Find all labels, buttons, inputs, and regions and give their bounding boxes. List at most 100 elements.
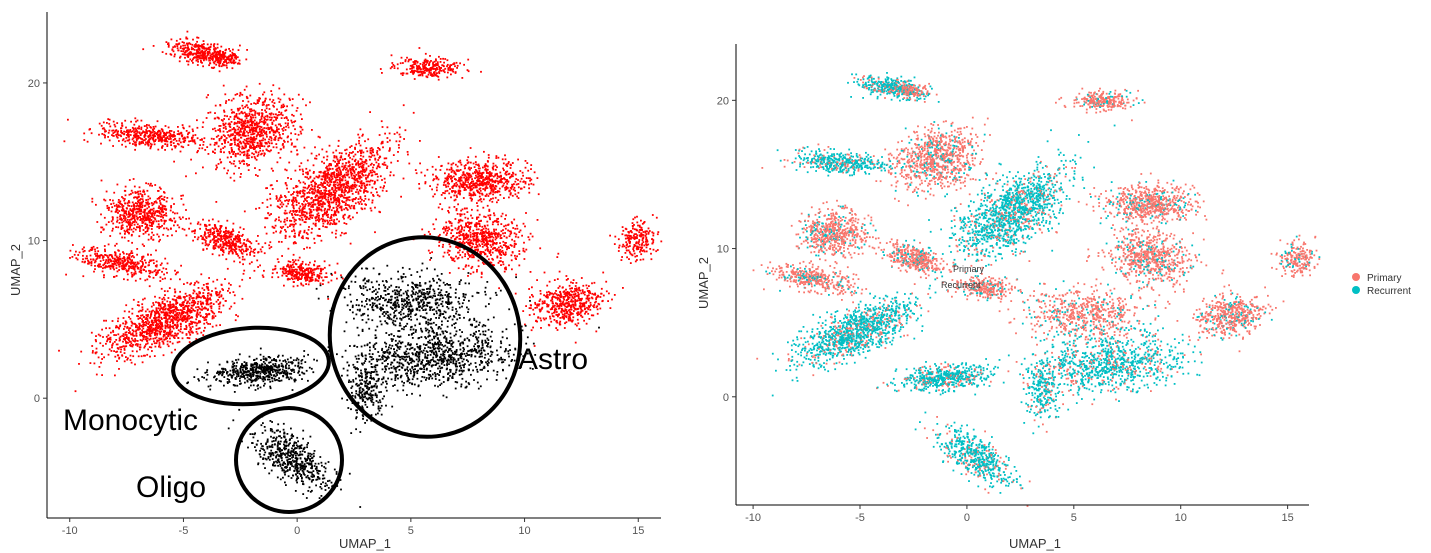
left-point xyxy=(145,182,147,185)
left-point xyxy=(342,176,344,179)
left-point xyxy=(157,207,160,209)
left-point xyxy=(444,67,447,70)
left-point xyxy=(128,131,130,134)
left-point xyxy=(361,168,364,171)
left-point xyxy=(147,210,150,213)
left-point xyxy=(139,190,142,193)
left-point xyxy=(478,223,481,225)
left-point xyxy=(202,54,205,56)
left-point xyxy=(135,221,138,224)
left-point xyxy=(216,55,218,58)
left-point xyxy=(348,151,351,154)
left-point xyxy=(228,135,231,138)
left-point xyxy=(443,65,445,68)
left-point xyxy=(424,58,427,61)
left-point xyxy=(440,69,443,72)
left-point xyxy=(236,56,239,59)
left-point xyxy=(349,242,352,245)
left-point xyxy=(313,191,316,194)
left-point xyxy=(455,169,458,172)
left-point xyxy=(453,183,456,185)
left-point xyxy=(489,239,491,242)
left-point xyxy=(419,73,422,76)
left-point xyxy=(157,190,159,192)
left-point xyxy=(152,126,155,128)
left-point xyxy=(103,133,105,136)
left-point xyxy=(360,170,363,173)
left-point xyxy=(471,180,473,183)
left-point xyxy=(220,136,223,139)
left-point xyxy=(468,243,470,246)
left-point xyxy=(326,193,328,196)
left-point xyxy=(268,127,271,129)
left-point xyxy=(314,196,317,199)
left-point xyxy=(144,131,147,134)
left-point xyxy=(146,130,148,133)
left-point xyxy=(461,219,464,222)
left-cluster-6 xyxy=(91,175,218,247)
left-point xyxy=(145,223,148,226)
left-point xyxy=(333,199,336,201)
left-point xyxy=(263,154,265,157)
left-point xyxy=(279,203,282,206)
left-point xyxy=(149,217,151,220)
left-point xyxy=(181,41,184,43)
left-point xyxy=(268,244,271,247)
left-point xyxy=(340,155,343,158)
left-point xyxy=(235,115,238,118)
left-point xyxy=(380,120,383,123)
left-point xyxy=(214,117,217,120)
left-point xyxy=(197,56,200,58)
left-point xyxy=(317,204,320,207)
left-point xyxy=(372,195,375,197)
left-point xyxy=(272,146,275,149)
left-point xyxy=(474,225,476,227)
left-point xyxy=(455,173,457,176)
left-point xyxy=(324,211,326,214)
left-point xyxy=(314,146,316,149)
left-point xyxy=(361,208,364,211)
left-point xyxy=(122,197,125,200)
left-point xyxy=(480,176,482,179)
left-point xyxy=(199,57,201,60)
left-point xyxy=(389,67,392,70)
left-point xyxy=(355,191,357,193)
left-point xyxy=(209,55,212,57)
left-point xyxy=(215,201,218,203)
left-point xyxy=(427,230,430,233)
left-point xyxy=(239,134,242,136)
left-point xyxy=(276,130,279,133)
left-point xyxy=(197,36,200,39)
left-point xyxy=(384,132,386,135)
left-point xyxy=(325,198,327,201)
left-point xyxy=(353,176,356,179)
left-point xyxy=(357,201,360,204)
left-point xyxy=(317,198,320,200)
left-point xyxy=(312,201,315,203)
left-point xyxy=(338,220,340,223)
left-point xyxy=(358,140,360,142)
left-point xyxy=(315,154,318,157)
left-point xyxy=(147,227,149,229)
left-point xyxy=(432,179,435,182)
left-point xyxy=(299,230,302,233)
left-point xyxy=(427,68,429,71)
left-point xyxy=(260,142,263,145)
left-point xyxy=(476,244,479,247)
left-point xyxy=(469,186,472,189)
left-point xyxy=(230,58,232,61)
left-point xyxy=(169,138,172,140)
left-point xyxy=(529,177,531,180)
left-point xyxy=(174,146,177,149)
left-point xyxy=(128,179,131,181)
left-point xyxy=(429,233,431,235)
left-point xyxy=(370,152,373,155)
left-point xyxy=(492,193,494,196)
left-point xyxy=(192,140,194,143)
left-point xyxy=(163,227,165,230)
left-point xyxy=(224,126,227,128)
left-point xyxy=(173,145,176,147)
left-point xyxy=(216,61,219,64)
left-point xyxy=(502,253,505,256)
left-point xyxy=(185,130,188,132)
